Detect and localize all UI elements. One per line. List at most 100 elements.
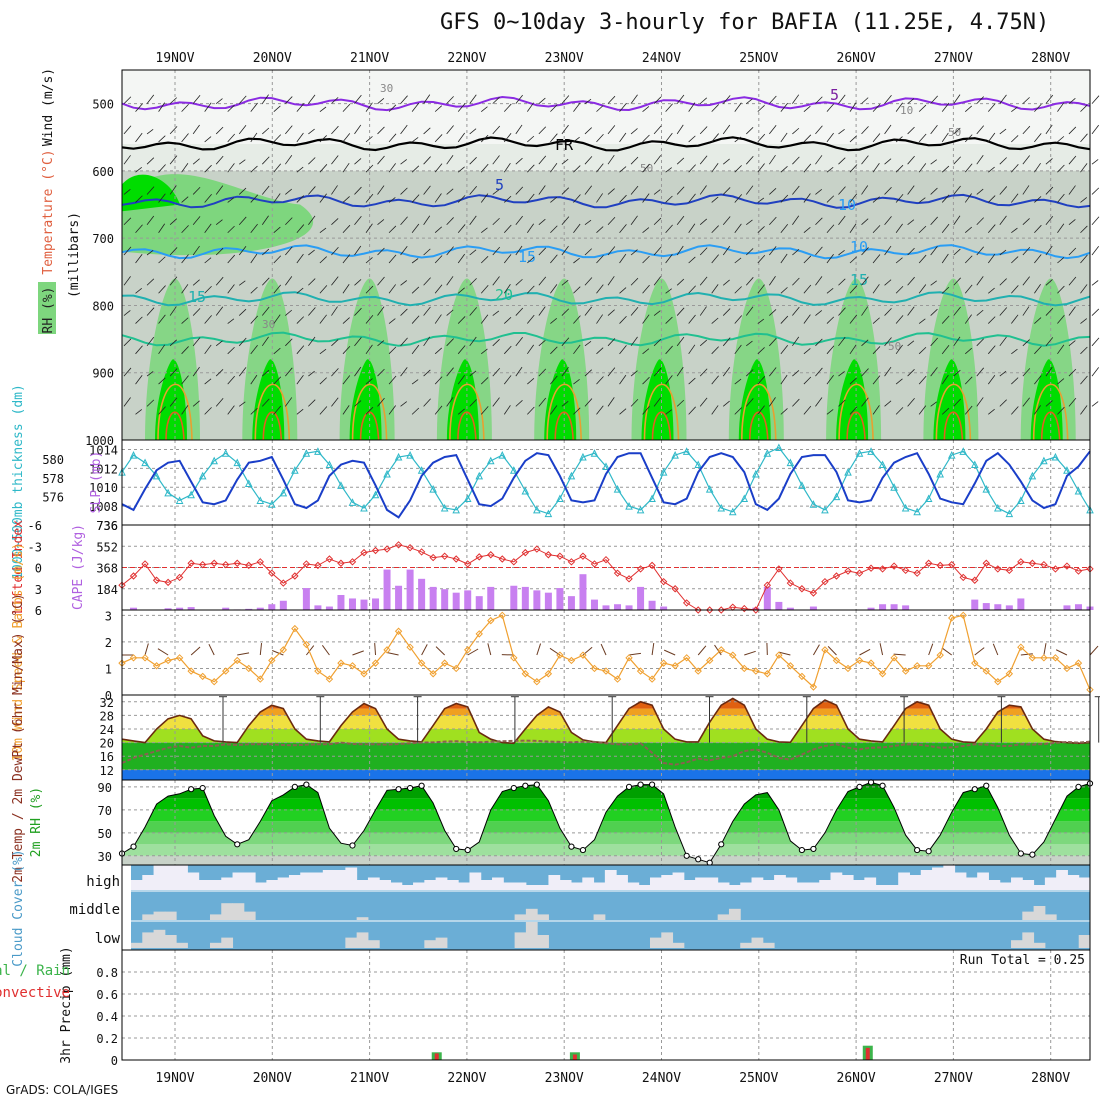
- wind-axis-label: 10m Wind Speed & Barbs (m/s): [11, 542, 26, 761]
- wind-barb: [964, 255, 973, 264]
- wind-barb: [1022, 276, 1030, 286]
- wind-barb: [976, 125, 985, 135]
- contour-label: 10: [850, 238, 868, 256]
- wind-barb: [158, 285, 166, 294]
- slp-point: [394, 452, 403, 461]
- cloud-bar-high: [187, 872, 200, 890]
- wind-barb: [411, 223, 420, 233]
- wind-barb: [446, 246, 454, 256]
- contour-label: 10: [900, 104, 913, 117]
- slp-point: [371, 490, 380, 499]
- wind-barb: [734, 407, 742, 415]
- rh2m-axis-label: 2m RH (%): [29, 787, 44, 857]
- cloud-bar-high: [638, 885, 651, 890]
- wind-barb: [792, 127, 800, 135]
- wind-barb: [238, 367, 247, 377]
- wind-barb: [930, 216, 938, 225]
- wind-barb: [423, 306, 431, 316]
- wind-barb: [446, 96, 454, 104]
- wind-barb: [596, 134, 604, 143]
- wind-barb: [550, 104, 558, 112]
- cape-bar: [441, 589, 449, 610]
- wind-barb: [1080, 284, 1088, 294]
- wind-barb: [331, 276, 339, 286]
- slp-point: [936, 469, 944, 478]
- wind-barb: [711, 254, 719, 264]
- slp-point: [590, 449, 599, 457]
- wind-barb: [527, 135, 535, 143]
- wind-barb: [722, 279, 730, 286]
- wind-barb: [826, 224, 835, 233]
- wind-barb: [123, 338, 132, 347]
- contour-label: 50: [640, 162, 653, 175]
- slp-point: [187, 490, 195, 499]
- rh-saturated-column: [446, 359, 479, 440]
- lifted-index-point: [971, 576, 979, 584]
- wind-speed-point: [1017, 643, 1025, 651]
- slp-point: [348, 498, 357, 506]
- wind-barb: [676, 124, 684, 135]
- wind-barb: [803, 163, 812, 173]
- wind-barb: [953, 369, 961, 377]
- wind-speed-point: [775, 651, 783, 659]
- slp-point: [867, 447, 875, 455]
- wind-barb: [780, 132, 788, 143]
- slp-point: [141, 458, 149, 467]
- cape-bar: [994, 604, 1002, 610]
- cape-bar: [383, 569, 391, 610]
- wind-speed-point: [971, 659, 979, 667]
- wind-barb-10m: [827, 646, 837, 656]
- rh-band: [122, 832, 1090, 845]
- wind-barb: [665, 132, 673, 143]
- date-label-top: 26NOV: [837, 51, 876, 66]
- contour-label: 20: [495, 286, 513, 304]
- wind-barb: [976, 246, 985, 256]
- cloud-bar-high: [469, 872, 482, 890]
- cape-tick-label: 368: [96, 562, 118, 576]
- wind-barb: [181, 317, 189, 324]
- lifted-index-point: [464, 560, 472, 568]
- cape-bar: [360, 599, 368, 610]
- wind-barb: [780, 408, 788, 415]
- wind-barb-10m: [374, 642, 377, 656]
- wind-barb: [319, 406, 328, 415]
- wind-tick-label: 1: [105, 662, 112, 676]
- wind-barb: [354, 400, 362, 407]
- wind-barb: [1022, 155, 1030, 165]
- wind-barb: [204, 378, 212, 385]
- wind-barb: [803, 227, 811, 234]
- wind-barb: [607, 276, 615, 286]
- wind-barb: [250, 102, 258, 112]
- cloud-bar-high: [1067, 875, 1080, 890]
- wind-barb: [331, 97, 339, 104]
- wind-speed-point: [256, 675, 264, 683]
- isotherm-line: [121, 331, 1091, 347]
- wind-barb: [1068, 98, 1076, 104]
- wind-barb: [976, 397, 984, 407]
- wind-barb: [561, 216, 570, 225]
- lifted-index-point: [775, 565, 783, 573]
- wind-barb: [884, 124, 892, 135]
- wind-barb: [561, 367, 569, 377]
- wind-barb-10m: [1055, 649, 1068, 656]
- wind-barb: [146, 128, 154, 135]
- slp-point: [244, 479, 253, 487]
- temperature-axis-label: Temperature (°C): [41, 149, 56, 274]
- wind-barb: [757, 318, 765, 324]
- wind-barb: [123, 155, 131, 165]
- slp-point: [198, 471, 207, 480]
- slp-point: [221, 449, 230, 457]
- lifted-index-point: [556, 552, 564, 560]
- wind-barb: [457, 316, 466, 324]
- wind-barb: [987, 345, 996, 355]
- wind-barb: [285, 188, 293, 195]
- lifted-index-point: [901, 566, 910, 575]
- wind-barb: [619, 166, 627, 173]
- wind-barb: [803, 376, 812, 385]
- wind-barb: [261, 277, 270, 286]
- contour-label: 15: [518, 248, 536, 266]
- wind-speed-point: [222, 667, 230, 675]
- li-tick-label: 3: [35, 583, 42, 597]
- wind-barb: [342, 375, 351, 385]
- cape-bar: [879, 604, 887, 610]
